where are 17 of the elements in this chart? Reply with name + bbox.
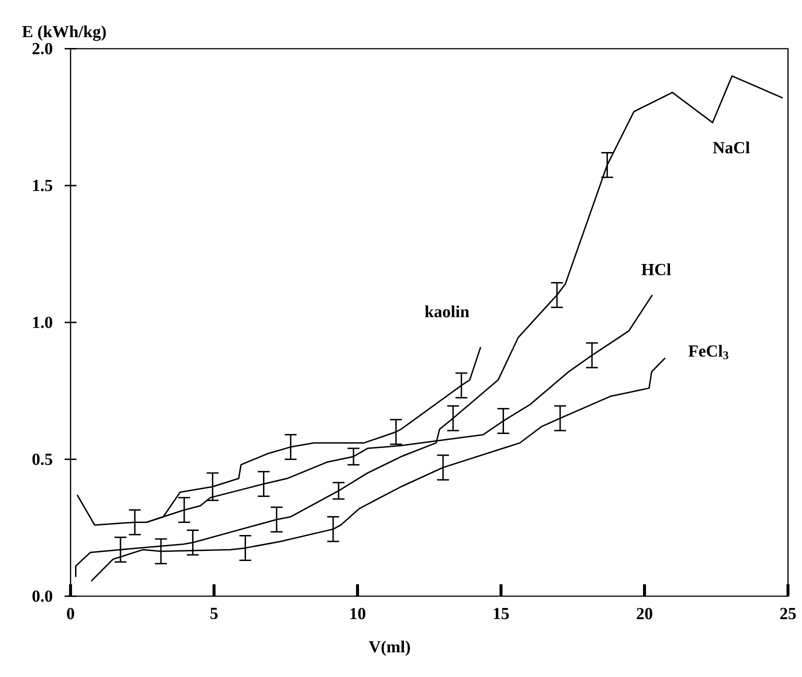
x-axis-title: V(ml) — [368, 640, 410, 656]
series-label: HCl — [642, 264, 671, 276]
x-tick-label: 10 — [350, 608, 366, 620]
y-axis-title: E (kWh/kg) — [22, 26, 106, 42]
y-tick-label: 2.0 — [32, 43, 52, 55]
series-label: FeCl$_{3}$ — [688, 345, 728, 360]
y-tick-label: 0.5 — [32, 454, 52, 466]
x-tick-label: 15 — [494, 608, 509, 620]
series-label: kaolin — [424, 306, 470, 318]
y-tick-label: 1.5 — [33, 180, 52, 192]
x-tick-label: 25 — [780, 608, 796, 620]
y-tick-label: 0.0 — [32, 590, 52, 602]
x-tick-label: 0 — [66, 608, 74, 620]
x-tick-label: 5 — [210, 608, 218, 620]
series-label: NaCl — [712, 142, 750, 154]
x-tick-label: 20 — [636, 608, 652, 620]
y-tick-label: 1.0 — [33, 316, 52, 328]
